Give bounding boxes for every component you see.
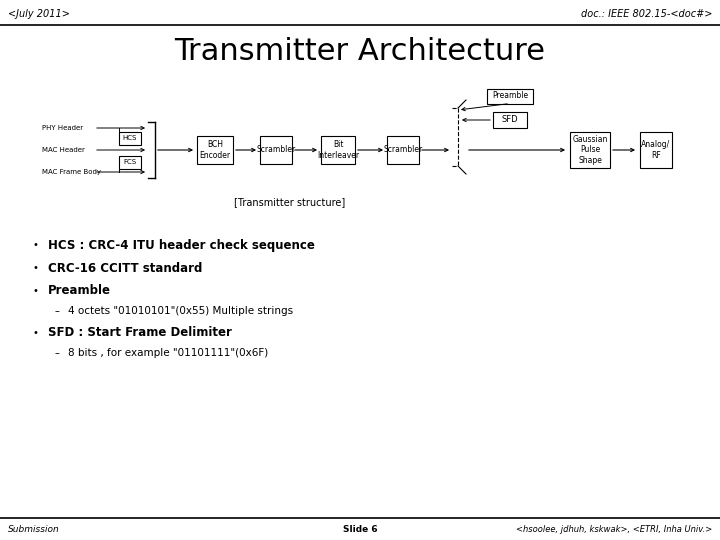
Text: BCH
Encoder: BCH Encoder — [199, 140, 230, 160]
Text: 4 octets "01010101"(0x55) Multiple strings: 4 octets "01010101"(0x55) Multiple strin… — [68, 306, 293, 316]
Text: CRC-16 CCITT standard: CRC-16 CCITT standard — [48, 261, 202, 274]
Bar — [260, 136, 292, 164]
Text: Slide 6: Slide 6 — [343, 524, 377, 534]
Text: PHY Header: PHY Header — [42, 125, 83, 131]
Text: MAC Header: MAC Header — [42, 147, 85, 153]
Text: •: • — [32, 263, 38, 273]
Text: Gaussian
Pulse
Shape: Gaussian Pulse Shape — [572, 135, 608, 165]
Text: Transmitter Architecture: Transmitter Architecture — [174, 37, 546, 66]
Text: –: – — [55, 348, 60, 358]
Bar — [487, 89, 533, 104]
Text: Bit
Interleaver: Bit Interleaver — [317, 140, 359, 160]
Text: SFD: SFD — [502, 116, 518, 125]
Text: 8 bits , for example "01101111"(0x6F): 8 bits , for example "01101111"(0x6F) — [68, 348, 269, 358]
Text: Analog/
RF: Analog/ RF — [642, 140, 670, 160]
Text: [Transmitter structure]: [Transmitter structure] — [235, 197, 346, 207]
Text: Scrambler: Scrambler — [383, 145, 423, 154]
Text: FCS: FCS — [123, 159, 137, 165]
Text: doc.: IEEE 802.15-<doc#>: doc.: IEEE 802.15-<doc#> — [580, 9, 712, 19]
Bar — [493, 112, 527, 128]
Text: Preamble: Preamble — [48, 285, 111, 298]
Bar — [119, 156, 141, 168]
Text: –: – — [55, 306, 60, 316]
Text: SFD : Start Frame Delimiter: SFD : Start Frame Delimiter — [48, 327, 232, 340]
Text: HCS : CRC-4 ITU header check sequence: HCS : CRC-4 ITU header check sequence — [48, 239, 315, 252]
Text: <hsoolee, jdhuh, kskwak>, <ETRI, Inha Univ.>: <hsoolee, jdhuh, kskwak>, <ETRI, Inha Un… — [516, 524, 712, 534]
Text: •: • — [32, 240, 38, 250]
Text: •: • — [32, 286, 38, 296]
Text: Submission: Submission — [8, 524, 60, 534]
Bar — [640, 132, 672, 168]
Text: •: • — [32, 328, 38, 338]
Bar — [197, 136, 233, 164]
Bar — [321, 136, 355, 164]
Text: Preamble: Preamble — [492, 91, 528, 100]
Text: HCS: HCS — [123, 135, 138, 141]
Text: MAC Frame Body: MAC Frame Body — [42, 169, 101, 175]
Bar — [570, 132, 610, 168]
Bar — [119, 132, 141, 145]
Text: Scrambler: Scrambler — [256, 145, 296, 154]
Bar — [387, 136, 419, 164]
Text: <July 2011>: <July 2011> — [8, 9, 70, 19]
